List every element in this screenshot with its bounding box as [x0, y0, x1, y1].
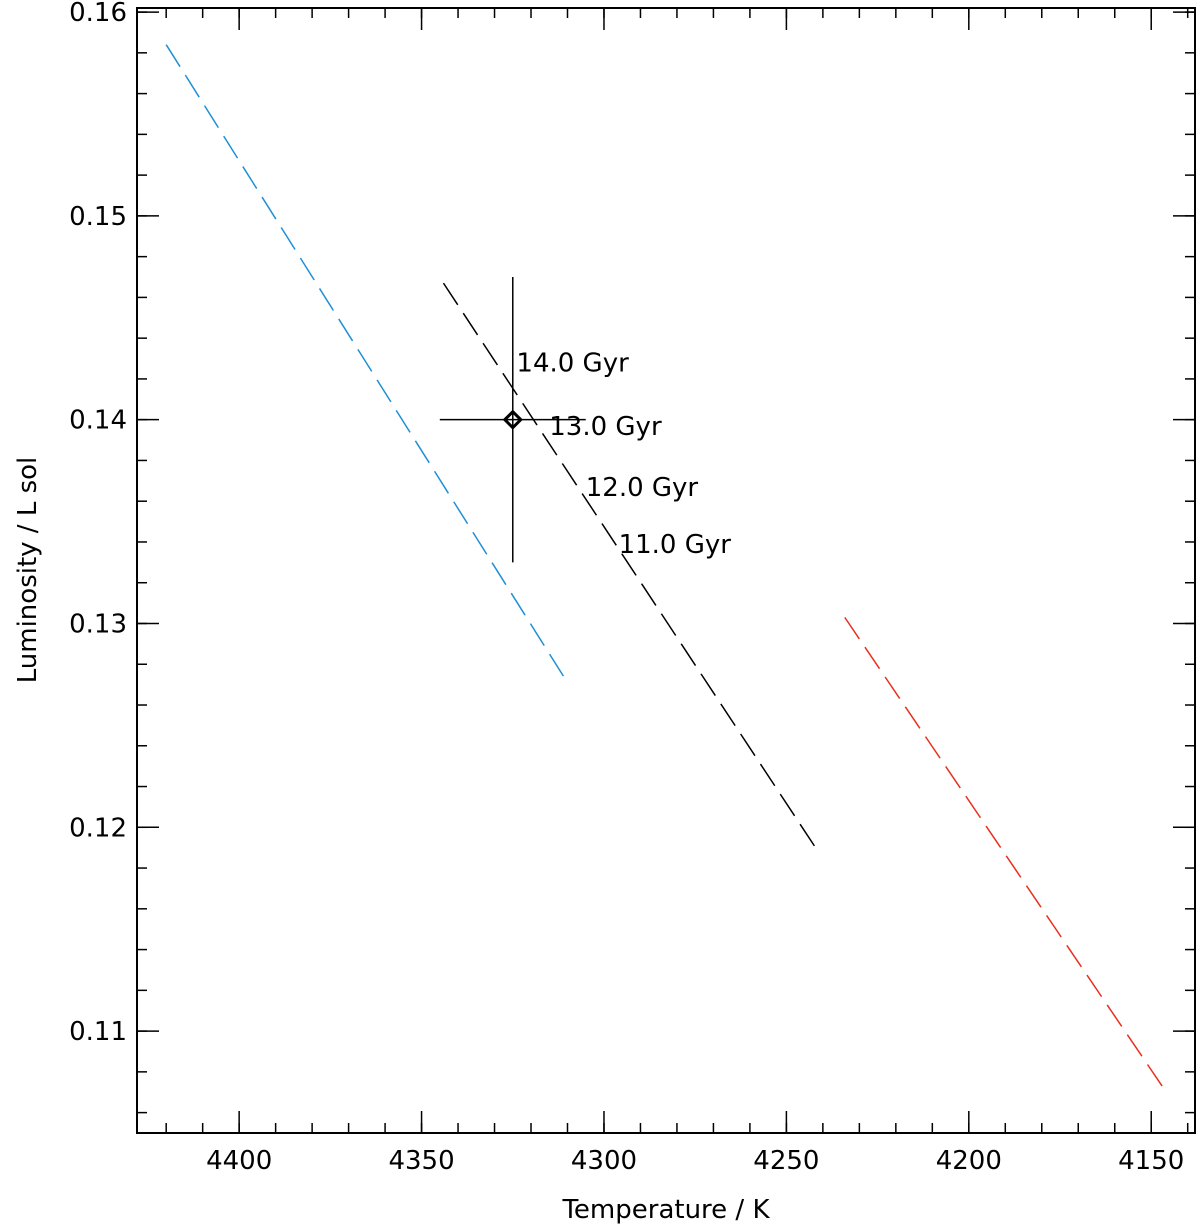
ticks [137, 8, 1195, 1133]
x-tick-label: 4250 [753, 1146, 819, 1176]
observation-marker [502, 409, 523, 430]
observation-group [439, 277, 586, 563]
plot-frame [136, 7, 1196, 1134]
x-axis-label: Temperature / K [561, 1195, 770, 1225]
y-tick-label: 0.11 [69, 1017, 127, 1047]
y-axis-label: Luminosity / L sol [13, 457, 43, 684]
series-group [165, 44, 1163, 1087]
age-annotation-4: 11.0 Gyr [619, 530, 732, 560]
series-line-2 [442, 282, 817, 849]
y-tick-label: 0.13 [69, 609, 127, 639]
age-annotation-2: 13.0 Gyr [549, 412, 662, 442]
y-tick-label: 0.15 [69, 202, 127, 232]
y-tick-label: 0.14 [69, 406, 127, 436]
age-annotation-3: 12.0 Gyr [586, 473, 699, 503]
age-annotation-1: 14.0 Gyr [516, 349, 629, 379]
x-tick-label: 4200 [936, 1146, 1002, 1176]
tick-labels-group: 4400 4350 4300 4250 4200 4150 0.11 0.12 0.13 0.14… [69, 0, 1184, 1176]
x-tick-label: 4300 [571, 1146, 637, 1176]
x-tick-label: 4350 [388, 1146, 454, 1176]
series-line-3 [844, 616, 1163, 1087]
x-tick-label: 4400 [206, 1146, 272, 1176]
y-tick-label: 0.16 [69, 0, 127, 28]
annotations-group: 14.0 Gyr 13.0 Gyr 12.0 Gyr 11.0 Gyr [516, 349, 731, 560]
x-tick-label: 4150 [1118, 1146, 1184, 1176]
series-line-1 [165, 44, 569, 683]
y-tick-label: 0.12 [69, 813, 127, 843]
